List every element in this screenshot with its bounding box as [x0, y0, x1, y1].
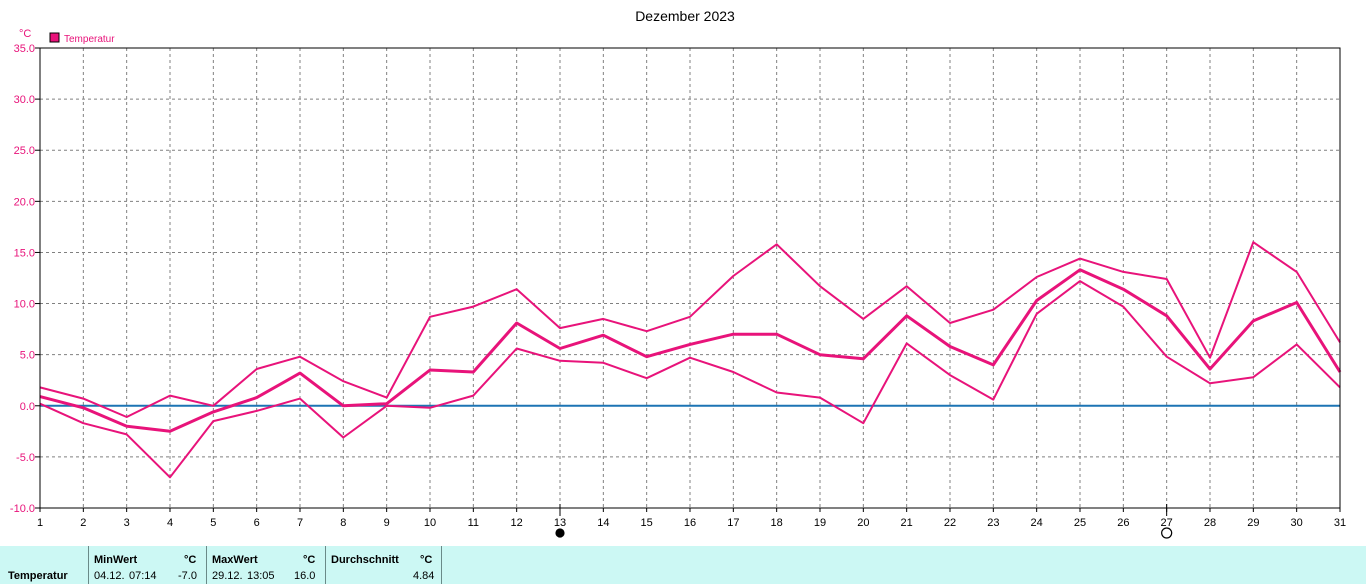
x-tick-label: 6 — [254, 517, 260, 529]
statistics-panel: Temperatur MinWert °C 04.12. 07:14 -7.0 … — [0, 546, 1366, 584]
avg-cell: Durchschnitt °C 4.84 — [326, 546, 442, 584]
x-tick-label: 1 — [37, 517, 43, 529]
x-tick-label: 18 — [771, 517, 783, 529]
x-tick-label: 14 — [597, 517, 609, 529]
min-header: MinWert — [94, 554, 138, 566]
max-date: 29.12. — [212, 570, 243, 582]
legend-label: Temperatur — [64, 34, 115, 45]
x-tick-label: 8 — [340, 517, 346, 529]
full-moon-icon — [1161, 527, 1173, 539]
min-time: 07:14 — [129, 570, 157, 582]
x-tick-label: 15 — [641, 517, 653, 529]
min-value: -7.0 — [178, 570, 197, 582]
x-tick-label: 19 — [814, 517, 826, 529]
x-tick-label: 22 — [944, 517, 956, 529]
x-tick-label: 27 — [1161, 517, 1173, 529]
new-moon-icon — [555, 528, 565, 538]
y-tick-label: 10.0 — [14, 299, 35, 311]
stats-label-cell: Temperatur — [0, 546, 89, 584]
x-tick-label: 17 — [727, 517, 739, 529]
x-tick-label: 25 — [1074, 517, 1086, 529]
y-tick-label: 15.0 — [14, 247, 35, 259]
x-tick-label: 4 — [167, 517, 173, 529]
max-unit: °C — [303, 554, 316, 566]
y-tick-label: -5.0 — [16, 452, 35, 464]
avg-unit: °C — [420, 554, 433, 566]
y-tick-label: 5.0 — [20, 350, 35, 362]
x-tick-label: 24 — [1031, 517, 1043, 529]
y-tick-label: 20.0 — [14, 196, 35, 208]
y-tick-label: 30.0 — [14, 94, 35, 106]
y-tick-label: 35.0 — [14, 43, 35, 55]
x-tick-label: 20 — [857, 517, 869, 529]
x-tick-label: 7 — [297, 517, 303, 529]
x-tick-label: 3 — [124, 517, 130, 529]
y-tick-label: 0.0 — [20, 401, 35, 413]
x-tick-label: 9 — [384, 517, 390, 529]
series-line-max — [39, 241, 1341, 418]
x-tick-label: 13 — [554, 517, 566, 529]
x-tick-label: 10 — [424, 517, 436, 529]
x-tick-label: 5 — [210, 517, 216, 529]
max-header: MaxWert — [212, 554, 258, 566]
y-tick-label: 25.0 — [14, 145, 35, 157]
x-tick-label: 31 — [1334, 517, 1346, 529]
x-tick-label: 30 — [1291, 517, 1303, 529]
plot-frame — [39, 47, 1341, 509]
min-cell: MinWert °C 04.12. 07:14 -7.0 — [89, 546, 207, 584]
y-tick-label: -10.0 — [10, 503, 35, 515]
x-tick-label: 16 — [684, 517, 696, 529]
chart-title: Dezember 2023 — [635, 8, 735, 24]
series-line-avg — [39, 268, 1342, 433]
avg-header: Durchschnitt — [331, 554, 399, 566]
max-value: 16.0 — [294, 570, 316, 582]
x-tick-label: 2 — [80, 517, 86, 529]
x-tick-label: 28 — [1204, 517, 1216, 529]
x-tick-label: 29 — [1247, 517, 1259, 529]
min-date: 04.12. — [94, 570, 125, 582]
min-unit: °C — [184, 554, 197, 566]
series-line-min — [39, 280, 1341, 479]
max-time: 13:05 — [247, 570, 275, 582]
avg-value: 4.84 — [413, 570, 435, 582]
x-tick-label: 12 — [511, 517, 523, 529]
stats-row-label: Temperatur — [8, 570, 68, 582]
x-tick-label: 11 — [468, 517, 479, 529]
legend-swatch — [49, 32, 60, 43]
x-tick-label: 21 — [901, 517, 913, 529]
x-tick-label: 23 — [987, 517, 999, 529]
x-tick-label: 26 — [1117, 517, 1129, 529]
max-cell: MaxWert °C 29.12. 13:05 16.0 — [207, 546, 326, 584]
y-axis-unit: °C — [19, 28, 31, 40]
temperature-chart: Dezember 2023 °C Temperatur -10.0 -5.0 0.0… — [10, 8, 1346, 539]
